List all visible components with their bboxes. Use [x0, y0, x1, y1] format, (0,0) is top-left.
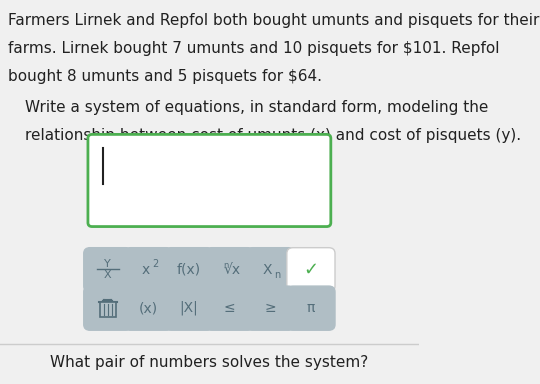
FancyBboxPatch shape	[88, 134, 331, 227]
Text: n: n	[223, 261, 228, 270]
FancyBboxPatch shape	[84, 248, 132, 292]
Text: Farmers Lirnek and Repfol both bought umunts and pisquets for their: Farmers Lirnek and Repfol both bought um…	[9, 13, 540, 28]
FancyBboxPatch shape	[165, 286, 213, 330]
Text: X: X	[262, 263, 272, 277]
Text: f(x): f(x)	[177, 263, 201, 277]
Text: π: π	[307, 301, 315, 315]
Text: √x: √x	[224, 263, 241, 277]
Text: (x): (x)	[139, 301, 158, 315]
Text: ≥: ≥	[265, 301, 276, 315]
FancyBboxPatch shape	[124, 248, 172, 292]
FancyBboxPatch shape	[124, 286, 172, 330]
FancyBboxPatch shape	[165, 248, 213, 292]
FancyBboxPatch shape	[206, 286, 254, 330]
FancyBboxPatch shape	[206, 248, 254, 292]
Text: 2: 2	[152, 259, 158, 270]
FancyBboxPatch shape	[100, 302, 116, 316]
Text: What pair of numbers solves the system?: What pair of numbers solves the system?	[50, 355, 368, 371]
Text: relationship between cost of umunts (x) and cost of pisquets (y).: relationship between cost of umunts (x) …	[25, 128, 521, 143]
Text: ≤: ≤	[224, 301, 235, 315]
FancyBboxPatch shape	[246, 248, 294, 292]
Text: Y: Y	[104, 259, 111, 270]
FancyBboxPatch shape	[287, 248, 335, 292]
Text: Write a system of equations, in standard form, modeling the: Write a system of equations, in standard…	[25, 100, 489, 115]
Text: farms. Lirnek bought 7 umunts and 10 pisquets for $101. Repfol: farms. Lirnek bought 7 umunts and 10 pis…	[9, 41, 500, 56]
FancyBboxPatch shape	[287, 286, 335, 330]
Text: n: n	[274, 270, 280, 280]
Text: |X|: |X|	[180, 301, 198, 315]
Text: ✓: ✓	[303, 261, 319, 279]
Text: bought 8 umunts and 5 pisquets for $64.: bought 8 umunts and 5 pisquets for $64.	[9, 69, 322, 84]
Text: x: x	[141, 263, 150, 277]
FancyBboxPatch shape	[84, 286, 132, 330]
Text: X: X	[104, 270, 112, 280]
FancyBboxPatch shape	[246, 286, 294, 330]
